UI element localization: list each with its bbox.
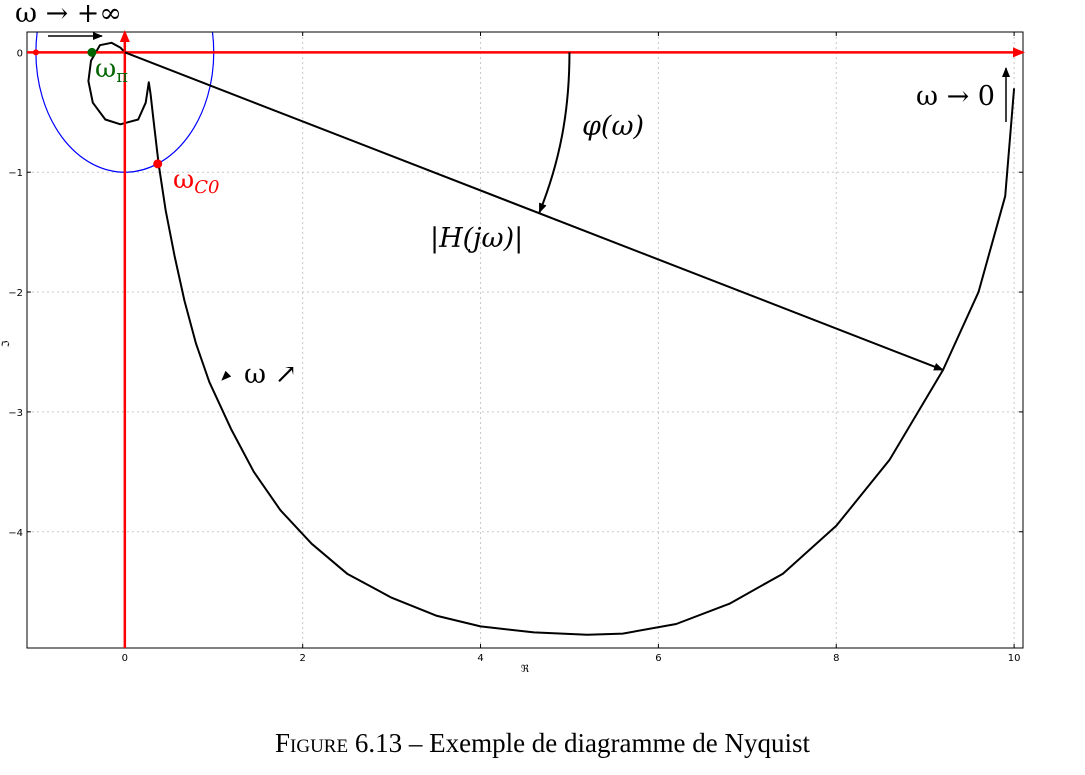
caption-text: Exemple de diagramme de Nyquist — [429, 728, 810, 758]
figure-caption: Figure 6.13 – Exemple de diagramme de Ny… — [0, 728, 1085, 759]
annotation-omega-zero: ω → 0 — [916, 81, 995, 112]
caption-figure-word: Figure — [275, 728, 349, 758]
y-axis-label: ℑ — [1, 340, 12, 347]
y-tick-label: −3 — [8, 408, 23, 419]
plot-frame — [26, 31, 1024, 649]
annotation-magnitude: |H(jω)| — [430, 223, 523, 254]
marked-point — [153, 159, 163, 169]
x-tick-label: 4 — [477, 653, 483, 664]
x-tick-label: 6 — [655, 653, 661, 664]
annotation-omega-increasing: ω ↗ — [244, 359, 297, 390]
magnitude-vector — [124, 51, 944, 371]
y-tick-label: 0 — [17, 48, 23, 59]
x-tick-label: 0 — [122, 653, 128, 664]
x-tick-label: 2 — [299, 653, 305, 664]
plot-area — [35, 32, 1016, 636]
caption-dash: – — [408, 728, 423, 758]
x-tick-label: 10 — [1008, 653, 1021, 664]
nyquist-curve — [87, 41, 1016, 636]
label-omega-c0: ωC0 — [173, 165, 219, 198]
y-tick-label: −4 — [8, 528, 23, 539]
annotation-omega-infinity: ω → +∞ — [15, 0, 122, 29]
marked-point — [32, 49, 39, 56]
label-omega-pi: ωπ — [95, 54, 128, 87]
axis-ticks: 0 2 4 6 8 10 0 −1 −2 −3 −4 — [8, 32, 1023, 664]
x-tick-label: 8 — [833, 653, 839, 664]
y-tick-label: −2 — [8, 288, 23, 299]
marked-point — [87, 47, 97, 57]
annotations-layer — [27, 30, 1025, 648]
x-axis-label: ℜ — [521, 664, 530, 675]
direction-arrow-curve — [221, 370, 232, 381]
y-tick-label: −1 — [8, 168, 23, 179]
nyquist-chart: 0 2 4 6 8 10 0 −1 −2 −3 −4 ℜ ℑ ω → +∞ ω → 0 ωπ ωC0… — [1, 0, 1025, 675]
caption-number: 6.13 — [354, 728, 403, 758]
annotation-phi: φ(ω) — [582, 111, 644, 142]
grid-lines — [27, 32, 1023, 648]
phase-arc — [538, 52, 571, 214]
